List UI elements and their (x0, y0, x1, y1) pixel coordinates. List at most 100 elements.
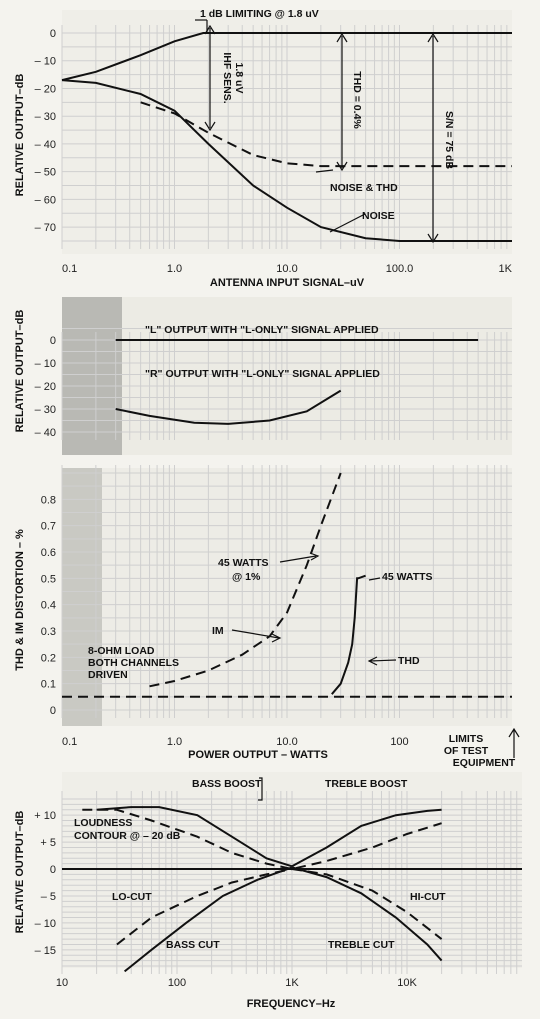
p3-thd-arrow (367, 656, 397, 666)
x-tick-label: 1K (285, 977, 299, 989)
y-tick-label: 0.1 (41, 679, 56, 691)
p3-x-axis-label: POWER OUTPUT – WATTS (188, 749, 328, 761)
p2-y-axis-label: RELATIVE OUTPUT–dB (14, 310, 26, 433)
p4-lo-cut-label: LO-CUT (112, 891, 152, 903)
p4-treble-cut-label: TREBLE CUT (328, 939, 395, 951)
x-tick-label: 0.1 (62, 263, 77, 275)
y-tick-label: – 20 (35, 83, 56, 95)
y-tick-label: 0.6 (41, 547, 56, 559)
y-tick-label: 0.3 (41, 626, 56, 638)
p4-treble-boost-label: TREBLE BOOST (325, 778, 408, 790)
series-noise-thd (140, 101, 512, 168)
p1-limiting-label: 1 dB LIMITING @ 1.8 uV (200, 8, 319, 20)
series-lo-cut (116, 868, 293, 946)
p4-hi-cut-label: HI-CUT (410, 891, 446, 903)
y-tick-label: + 5 (40, 837, 56, 849)
series-loudness-contour-20-db (82, 808, 442, 871)
p3-45w-arrow-1 (279, 552, 320, 563)
y-tick-label: 0.8 (41, 494, 56, 506)
y-tick-label: – 10 (35, 358, 56, 370)
p1-ihf-label-2: 1.8 uV (233, 63, 245, 94)
x-tick-label: 100.0 (386, 263, 414, 275)
series-thd (331, 574, 366, 695)
p4-y-ticks: + 10 + 5 0 – 5 – 10 – 15 (34, 810, 56, 957)
y-tick-label: 0 (50, 28, 56, 40)
series-hi-cut (291, 868, 443, 940)
y-tick-label: 0 (50, 705, 56, 717)
y-tick-label: – 40 (35, 139, 56, 151)
p2-l-output-label: "L" OUTPUT WITH "L-ONLY" SIGNAL APPLIED (145, 324, 379, 336)
p3-y-axis-label: THD & IM DISTORTION – % (14, 529, 26, 671)
p2-dark-band (62, 297, 122, 455)
y-tick-label: 0 (50, 864, 56, 876)
p4-x-ticks: 10 100 1K 10K (56, 977, 418, 989)
p3-load-label-2: BOTH CHANNELS (88, 657, 179, 669)
p1-x-axis-label: ANTENNA INPUT SIGNAL–uV (210, 277, 365, 289)
panel-3-distortion: THD & IM DISTORTION – % POWER OUTPUT – W… (14, 465, 520, 769)
p4-series (62, 806, 522, 973)
p4-bass-cut-label: BASS CUT (166, 939, 220, 951)
p3-45w-label-1b: @ 1% (232, 571, 261, 583)
x-tick-label: 10K (397, 977, 417, 989)
y-tick-label: – 10 (35, 56, 56, 68)
panel-4-tone-controls: RELATIVE OUTPUT–dB FREQUENCY–Hz 10 100 1K 1… (14, 772, 522, 1010)
p3-limits-label-3: EQUIPMENT (453, 757, 516, 769)
p1-thd-label: THD = 0.4% (351, 71, 363, 129)
p2-r-output-label: "R" OUTPUT WITH "L-ONLY" SIGNAL APPLIED (145, 368, 380, 380)
series-treble-boost (291, 808, 442, 868)
y-tick-label: – 60 (35, 194, 56, 206)
p1-ihf-arrow (204, 24, 216, 132)
p3-im-arrow (231, 629, 282, 643)
p1-noise-leader (329, 213, 366, 233)
p1-series (61, 32, 512, 242)
x-tick-label: 10.0 (276, 736, 297, 748)
p3-limits-label-2: OF TEST (444, 745, 489, 757)
p4-grid (61, 791, 522, 974)
series-r-output-with-l-only-signal-applied (115, 389, 342, 425)
x-tick-label: 10.0 (276, 263, 297, 275)
series-bass-cut (123, 866, 293, 973)
p1-noise-label: NOISE (362, 210, 395, 222)
x-tick-label: 1.0 (167, 736, 182, 748)
y-tick-label: – 30 (35, 111, 56, 123)
p4-y-axis-label: RELATIVE OUTPUT–dB (14, 811, 26, 934)
panel-1-fm-sensitivity: RELATIVE OUTPUT–dB ANTENNA INPUT SIGNAL–… (14, 8, 513, 289)
p2-series (115, 339, 479, 425)
y-tick-label: – 15 (35, 945, 56, 957)
p1-thd-arrow (336, 32, 348, 172)
y-tick-label: 0 (50, 335, 56, 347)
series-treble-cut (291, 866, 443, 962)
x-tick-label: 1K (499, 263, 513, 275)
p3-x-ticks: 0.1 1.0 10.0 100 (62, 736, 409, 748)
y-tick-label: – 40 (35, 427, 56, 439)
y-tick-label: – 70 (35, 222, 56, 234)
p2-y-ticks: 0 – 10 – 20 – 30 – 40 (35, 335, 56, 439)
p1-grid (61, 25, 512, 249)
y-tick-label: + 10 (34, 810, 56, 822)
x-tick-label: 100 (390, 736, 408, 748)
y-tick-label: 0.4 (41, 600, 56, 612)
panel-2-separation: RELATIVE OUTPUT–dB 0 – 10 – 20 – 30 – 40 "L"… (14, 297, 512, 455)
p1-sn-arrow (427, 32, 439, 244)
p3-load-label-3: DRIVEN (88, 669, 128, 681)
y-tick-label: – 10 (35, 918, 56, 930)
p4-bass-boost-label: BASS BOOST (192, 778, 262, 790)
p3-45w-label-2: 45 WATTS (382, 571, 433, 583)
x-tick-label: 10 (56, 977, 68, 989)
x-tick-label: 100 (168, 977, 186, 989)
p4-bass-boost-bracket (258, 777, 263, 801)
p3-im-label: IM (212, 625, 224, 637)
p1-y-axis-label: RELATIVE OUTPUT–dB (14, 74, 26, 197)
x-tick-label: 0.1 (62, 736, 77, 748)
p3-y-ticks: 0 0.1 0.2 0.3 0.4 0.5 0.6 0.7 0.8 (41, 494, 56, 717)
y-tick-label: 0.7 (41, 521, 56, 533)
series-signal (61, 32, 512, 82)
p3-limits-label-1: LIMITS (449, 733, 483, 745)
y-tick-label: 0.5 (41, 573, 56, 585)
p3-45w-label-1: 45 WATTS (218, 557, 269, 569)
p3-dark-band (62, 468, 102, 726)
x-tick-label: 1.0 (167, 263, 182, 275)
p1-noise-thd-leader (315, 169, 334, 173)
